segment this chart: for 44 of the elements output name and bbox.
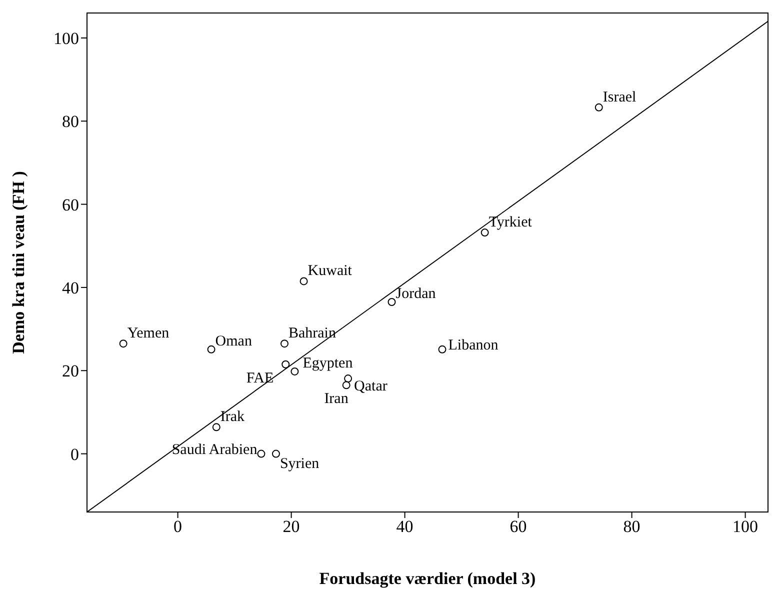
annotation: Oman [215,333,252,350]
annotation: Kuwait [308,263,353,280]
y-tick-label: 60 [62,195,79,214]
y-axis-title: Demo kra tini veau (FH ) [9,171,28,354]
annotation: Jordan [396,286,436,302]
y-tick-label: 20 [62,362,79,381]
x-axis-title: Forudsagte værdier (model 3) [319,569,536,588]
annotation: Syrien [280,456,320,472]
annotation: Egypten [302,355,354,372]
x-tick-label: 60 [510,517,527,536]
point [207,345,216,354]
point [344,374,352,383]
point [388,298,396,306]
point [342,381,350,390]
annotation: Iran [324,391,349,408]
annotation: Libanon [448,337,499,354]
point [257,450,266,458]
annotation: FAE [246,370,274,386]
point [438,345,446,354]
annotation: Israel [602,89,636,106]
point [480,228,489,237]
x-tick-label: 40 [396,517,414,536]
point [290,367,299,376]
point [212,423,220,432]
annotation: Qatar [354,378,388,395]
x-tick-label: 0 [174,517,182,536]
point [300,277,308,286]
x-tick-label: 20 [282,517,300,536]
annotation: Tyrkiet [488,214,533,231]
point [280,340,288,348]
y-tick-label: 100 [54,28,79,48]
point [594,103,603,112]
point [272,450,280,458]
y-tick-label: 40 [62,278,79,298]
annotation: Saudi Arabien [172,442,258,458]
point [282,360,290,368]
annotation: Bahrain [288,326,336,342]
x-tick-label: 100 [732,517,758,536]
point [119,340,128,348]
y-tick-label: 80 [62,112,79,132]
annotation: Yemen [127,326,170,342]
x-tick-label: 80 [623,517,640,536]
annotation: Irak [220,409,246,426]
y-tick-label: 0 [70,444,79,464]
